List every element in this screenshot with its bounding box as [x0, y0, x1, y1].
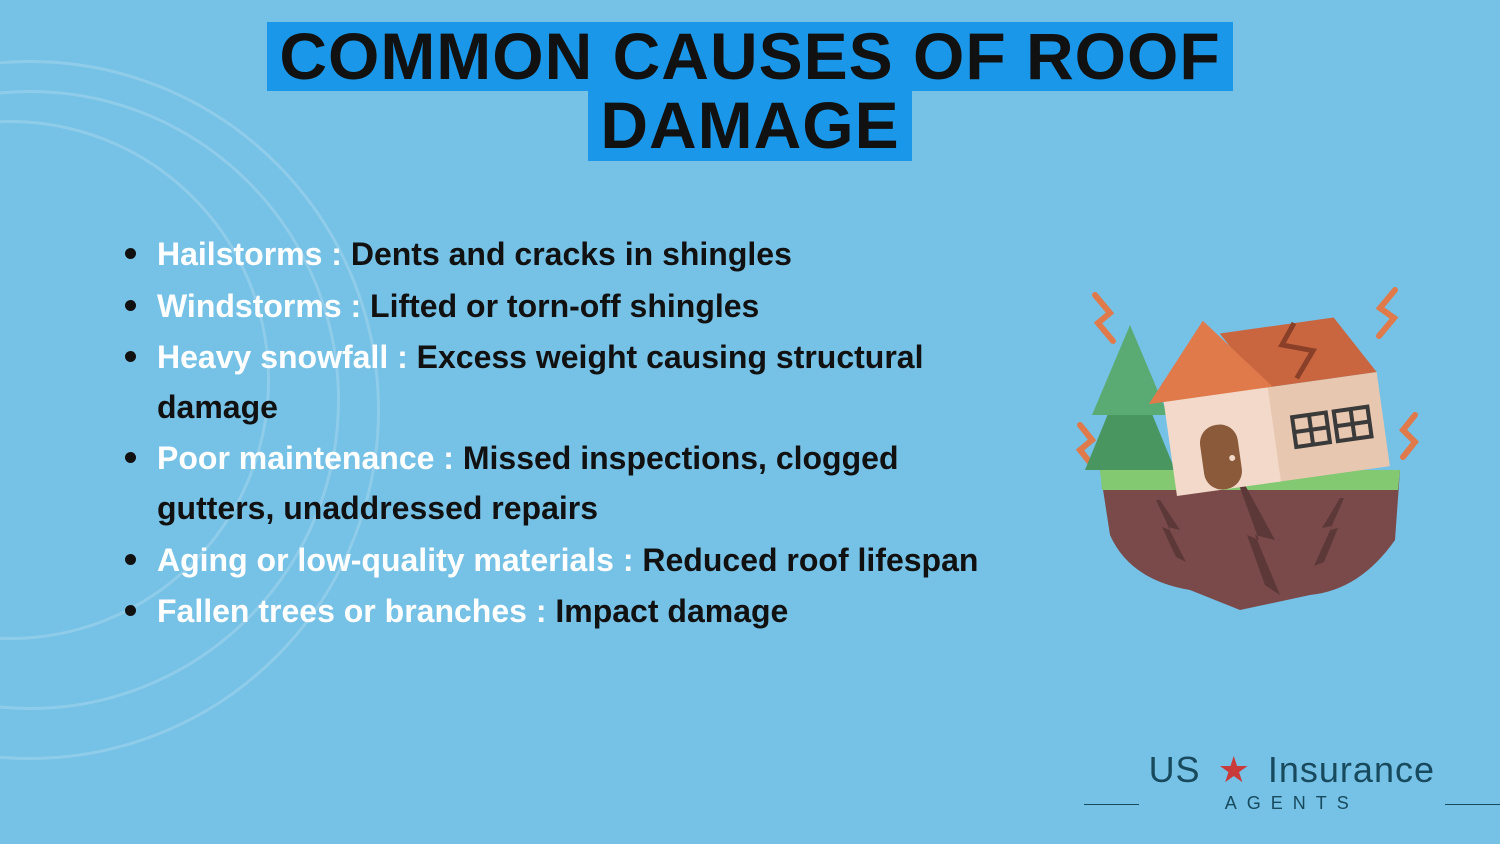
list-item: Aging or low-quality materials : Reduced…	[115, 536, 985, 586]
list-item: Poor maintenance : Missed inspections, c…	[115, 434, 985, 533]
star-icon: ★	[1212, 749, 1257, 790]
page-title: COMMON CAUSES OF ROOF DAMAGE	[0, 0, 1500, 161]
logo-line-2: AGENTS	[1149, 793, 1435, 814]
list-item: Hailstorms : Dents and cracks in shingle…	[115, 230, 985, 280]
logo-text-right: Insurance	[1268, 749, 1435, 790]
title-line-2: DAMAGE	[588, 91, 911, 160]
cause-label: Poor maintenance :	[157, 440, 454, 476]
cause-label: Fallen trees or branches :	[157, 593, 546, 629]
list-item: Fallen trees or branches : Impact damage	[115, 587, 985, 637]
causes-list: Hailstorms : Dents and cracks in shingle…	[115, 230, 985, 639]
cause-desc: Impact damage	[546, 593, 788, 629]
logo-line-1: US ★ Insurance	[1149, 749, 1435, 791]
logo-text-left: US	[1149, 749, 1201, 790]
house-earthquake-damage-icon	[1060, 240, 1440, 620]
cause-desc: Lifted or torn-off shingles	[361, 288, 759, 324]
list-item: Heavy snowfall : Excess weight causing s…	[115, 333, 985, 432]
cause-label: Heavy snowfall :	[157, 339, 408, 375]
list-item: Windstorms : Lifted or torn-off shingles	[115, 282, 985, 332]
brand-logo: US ★ Insurance AGENTS	[1149, 749, 1435, 814]
title-line-1: COMMON CAUSES OF ROOF	[267, 22, 1232, 91]
cause-label: Windstorms :	[157, 288, 361, 324]
cause-desc: Dents and cracks in shingles	[342, 236, 792, 272]
cause-desc: Reduced roof lifespan	[634, 542, 979, 578]
cause-label: Aging or low-quality materials :	[157, 542, 634, 578]
cause-label: Hailstorms :	[157, 236, 342, 272]
